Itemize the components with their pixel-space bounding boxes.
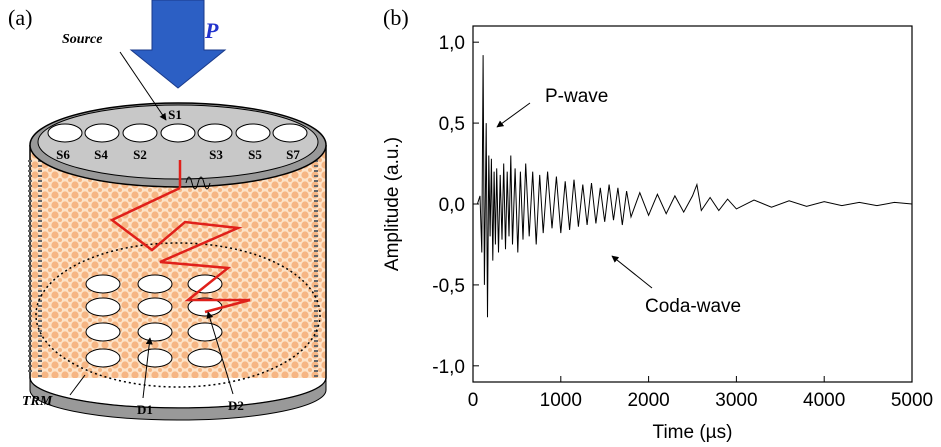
source-id: S7 (286, 147, 300, 162)
x-tick-label: 3000 (715, 390, 757, 411)
x-tick-label: 2000 (627, 390, 669, 411)
panel-label: (a) (8, 5, 32, 30)
source-id: S3 (209, 147, 223, 162)
x-tick-label: 1000 (540, 390, 582, 411)
wall-hatch (28, 160, 318, 380)
y-tick-label: 1,0 (439, 33, 465, 54)
source-discs (47, 123, 308, 143)
source-id: S5 (248, 147, 262, 162)
source-id: S1 (168, 107, 182, 122)
diagram: (a) Source P S1 S6 S4 S2 S3 S5 S7 D1 D2 … (8, 0, 327, 421)
source-id: S2 (133, 147, 147, 162)
trm-pointer (69, 374, 86, 396)
y-tick-label: 0,5 (439, 114, 465, 135)
y-tick-label: 0,0 (439, 195, 465, 216)
detector-id: D2 (228, 398, 244, 413)
pressure-label: P (204, 18, 219, 43)
annotation: Coda-wave (645, 296, 741, 317)
x-tick-label: 4000 (803, 390, 845, 411)
d1-pointer (142, 337, 153, 399)
y-tick-label: -0,5 (432, 276, 465, 297)
detector-discs (85, 274, 223, 368)
source-pointer (119, 51, 167, 121)
x-tick-label: 5000 (891, 390, 933, 411)
x-tick-label: 0 (468, 390, 479, 411)
pulse (185, 176, 211, 190)
plot-frame (472, 25, 913, 383)
d2-pointer (206, 311, 234, 395)
y-tick-label: -1,0 (432, 357, 465, 378)
pressure-arrow (129, 0, 227, 89)
chart: 0 1000 2000 3000 4000 5000 -1,0 -0,5 0,0 0,5 1,0 Ti… (382, 25, 933, 443)
signal-line (473, 55, 913, 318)
wave-path (109, 160, 251, 314)
y-axis-label: Amplitude (a.u.) (382, 137, 403, 271)
annotation: P-wave (545, 86, 608, 107)
bottom-plate (35, 242, 321, 388)
panel-label: (b) (383, 5, 409, 30)
source-id: S4 (94, 147, 108, 162)
trm-label: TRM (22, 394, 53, 409)
annotation-arrow (611, 255, 653, 289)
annotation-arrow (496, 102, 531, 128)
x-axis-label: Time (µs) (653, 422, 733, 443)
source-id: S6 (56, 147, 70, 162)
cylinder-base (29, 377, 327, 421)
detector-id: D1 (137, 402, 153, 417)
source-label: Source (62, 32, 102, 47)
